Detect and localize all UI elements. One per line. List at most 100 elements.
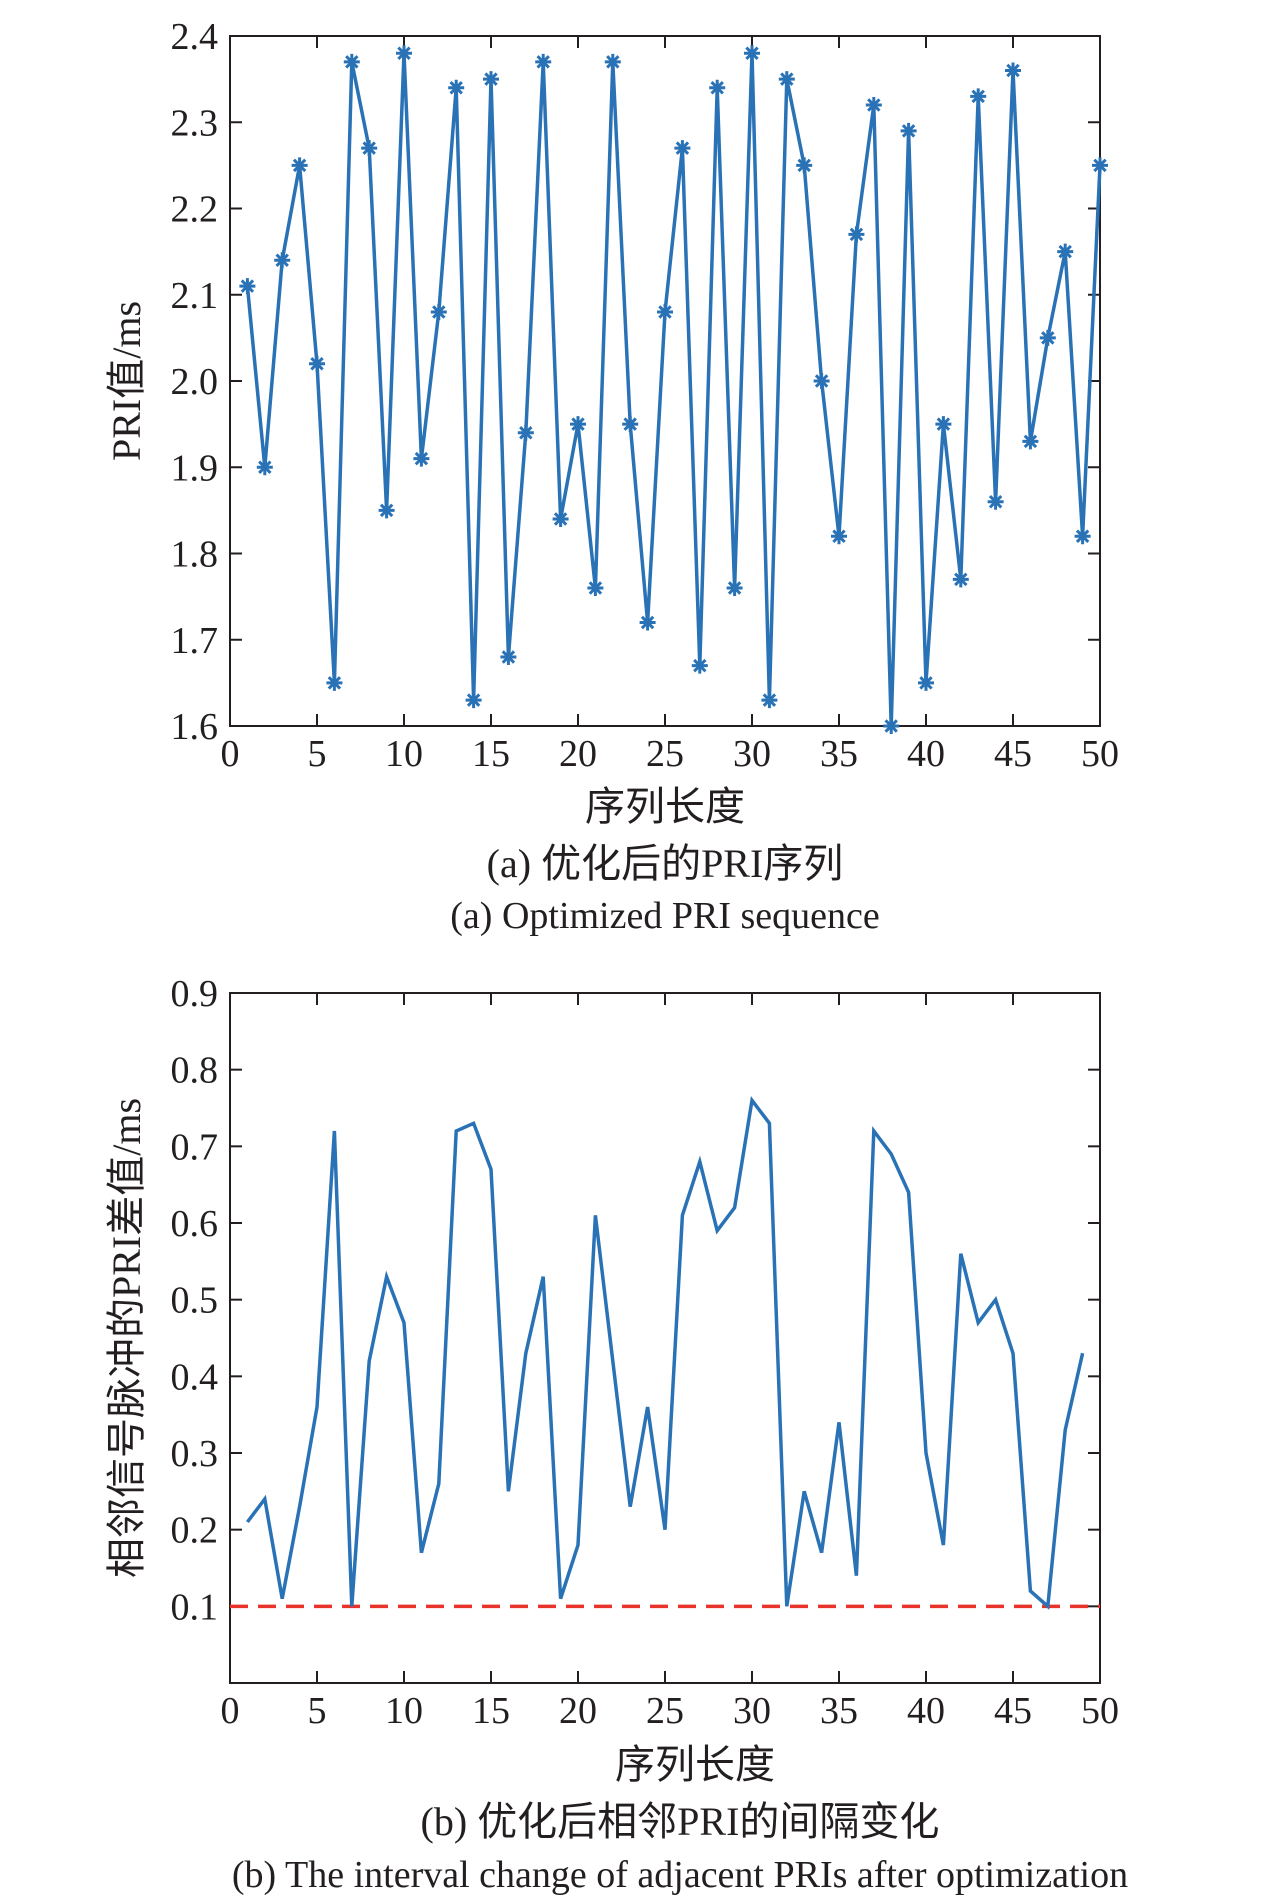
a-marker-stroke — [240, 279, 255, 293]
a-data-point — [517, 424, 534, 441]
a-data-point — [952, 571, 969, 588]
a-marker-stroke — [780, 72, 794, 86]
b-x-tick-label: 40 — [907, 1690, 945, 1732]
a-marker-stroke — [797, 158, 811, 173]
a-marker-stroke — [588, 581, 603, 595]
y-axis-label-b: 相邻信号脉冲的PRI差值/ms — [104, 1098, 149, 1578]
a-x-tick-label: 50 — [1081, 733, 1119, 775]
a-y-tick-label: 2.2 — [171, 189, 219, 231]
a-y-tick-label: 2.1 — [171, 275, 219, 317]
a-marker-stroke — [519, 426, 533, 440]
a-marker-stroke — [1058, 244, 1072, 259]
panel-b-interval-change: 0 5 10 15 20 25 30 35 40 45 50 0.1 0.2 0.3 0.4 0.5 0.6 0.… — [104, 973, 1128, 1896]
a-marker-stroke — [919, 676, 933, 690]
plot-area-b — [230, 1095, 1100, 1610]
a-marker-stroke — [292, 158, 307, 173]
a-data-point — [396, 45, 412, 62]
a-data-point — [1074, 528, 1091, 545]
b-y-tick-label: 0.2 — [171, 1510, 219, 1552]
b-x-tick-label: 0 — [221, 1690, 240, 1732]
a-marker-stroke — [675, 141, 690, 155]
a-y-tick-label: 1.8 — [171, 534, 219, 576]
caption-en-b: (b) The interval change of adjacent PRIs… — [232, 1854, 1128, 1896]
panel-a-pri-sequence: 0 5 10 15 20 25 30 35 40 45 50 1.6 1.7 1.8 1.9 2.0 2.1 2.… — [104, 16, 1119, 937]
a-data-point — [918, 674, 934, 691]
a-marker-stroke — [1075, 529, 1090, 543]
a-data-point — [987, 493, 1004, 510]
a-marker-stroke — [466, 693, 481, 707]
a-data-point — [413, 450, 430, 467]
a-x-tick-label: 0 — [221, 733, 240, 775]
a-data-point — [430, 304, 447, 320]
a-marker-stroke — [901, 124, 916, 138]
a-marker-stroke — [606, 55, 620, 69]
a-marker-stroke — [623, 417, 637, 431]
a-data-point — [343, 53, 360, 70]
a-data-point — [552, 511, 569, 527]
a-x-tick-label: 5 — [308, 733, 327, 775]
b-y-tick-label: 0.3 — [171, 1433, 219, 1475]
a-marker-stroke — [553, 512, 568, 526]
b-series-line — [246, 1095, 1085, 1610]
a-data-point — [848, 226, 865, 243]
a-y-tick-label: 2.4 — [171, 16, 219, 58]
b-y-tick-label: 0.5 — [171, 1280, 219, 1322]
a-data-point — [587, 580, 604, 596]
a-marker-stroke — [362, 141, 376, 155]
a-data-point — [657, 304, 673, 320]
a-marker-stroke — [1041, 331, 1055, 345]
a-data-point — [813, 373, 830, 389]
x-axis-label-a: 序列长度 — [585, 784, 745, 829]
a-x-tick-label: 35 — [820, 733, 858, 775]
a-marker-stroke — [1006, 63, 1020, 78]
a-marker-stroke — [1093, 158, 1107, 173]
a-data-point — [709, 79, 726, 96]
a-data-point — [761, 692, 778, 709]
a-marker-stroke — [832, 529, 846, 543]
a-data-point — [604, 53, 621, 70]
b-x-tick-label: 20 — [559, 1690, 597, 1732]
a-marker-stroke — [954, 572, 968, 587]
a-data-point — [326, 674, 343, 691]
a-data-point — [726, 580, 743, 596]
a-y-tick-label: 1.7 — [171, 620, 219, 662]
a-data-point — [691, 657, 708, 674]
a-marker-stroke — [971, 89, 985, 104]
a-marker-stroke — [501, 650, 516, 664]
a-marker-stroke — [884, 719, 898, 733]
a-x-tick-label: 10 — [385, 733, 423, 775]
caption-cn-b: (b) 优化后相邻PRI的间隔变化 — [421, 1799, 940, 1844]
a-data-point — [535, 53, 552, 70]
a-x-tick-label: 45 — [994, 733, 1032, 775]
a-data-point — [483, 71, 499, 88]
plot-frame-b — [229, 992, 1101, 1684]
a-data-point — [778, 71, 795, 88]
a-data-point — [1057, 243, 1074, 260]
x-axis-label-b: 序列长度 — [615, 1742, 775, 1787]
a-marker-stroke — [379, 503, 394, 518]
a-data-point — [865, 97, 882, 113]
a-series-line — [245, 53, 1102, 727]
a-data-point — [274, 252, 291, 269]
a-marker-stroke — [414, 451, 429, 466]
b-x-tick-label: 5 — [308, 1690, 327, 1732]
a-x-tick-label: 25 — [646, 733, 684, 775]
a-marker-stroke — [484, 72, 498, 86]
a-data-point — [744, 45, 760, 62]
a-data-point — [291, 157, 308, 174]
a-marker-stroke — [762, 693, 777, 707]
caption-cn-a: (a) 优化后的PRI序列 — [487, 841, 844, 886]
a-data-point — [570, 416, 586, 433]
b-x-tick-label: 50 — [1081, 1690, 1119, 1732]
b-y-tick-label: 0.4 — [171, 1356, 219, 1398]
a-data-point — [1005, 62, 1021, 79]
a-data-point — [674, 140, 691, 157]
a-data-point — [361, 140, 378, 157]
a-marker-stroke — [571, 417, 585, 431]
a-data-point — [622, 416, 639, 433]
a-data-point — [378, 502, 395, 519]
a-data-point — [500, 649, 517, 665]
a-data-point — [239, 278, 256, 295]
a-marker-stroke — [1023, 434, 1038, 449]
a-y-tick-label: 1.6 — [171, 706, 219, 748]
